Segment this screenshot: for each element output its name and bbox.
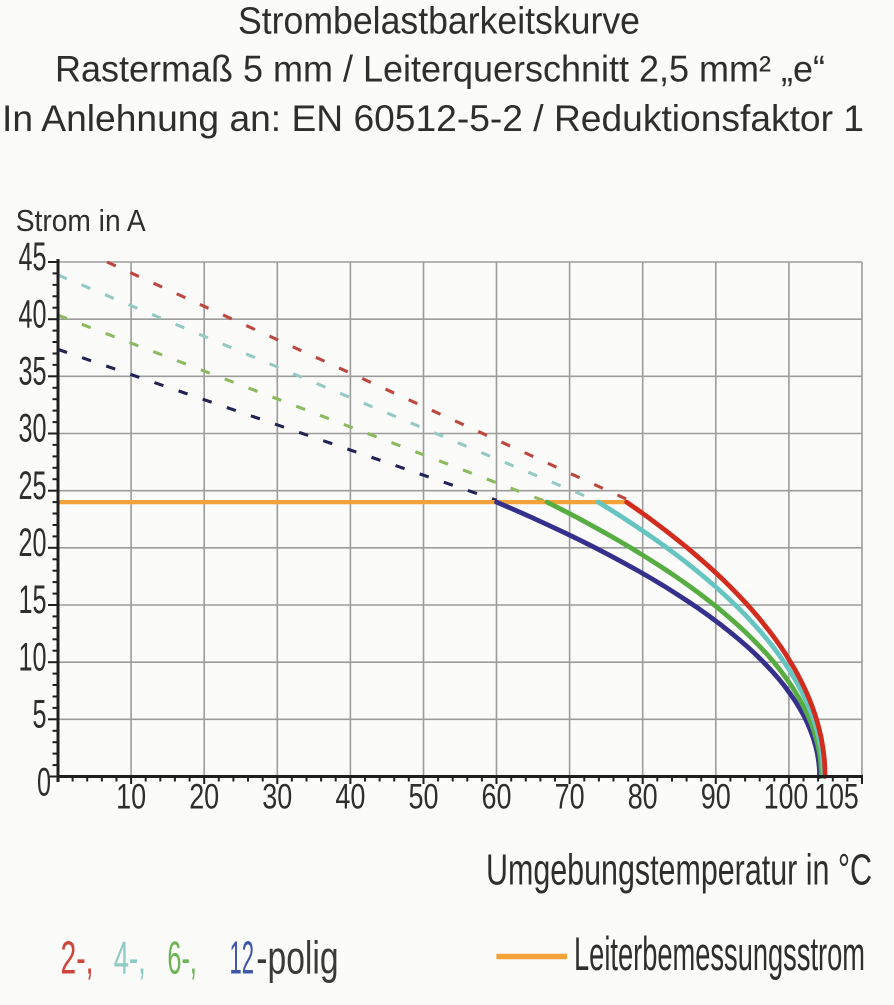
- svg-text:90: 90: [701, 777, 731, 817]
- svg-text:2-,: 2-,: [61, 932, 94, 984]
- svg-text:10: 10: [116, 777, 146, 817]
- svg-text:Leiterbemessungsstrom: Leiterbemessungsstrom: [574, 928, 865, 981]
- svg-text:4-,: 4-,: [114, 932, 146, 984]
- svg-text:Strom in A: Strom in A: [16, 203, 146, 238]
- svg-text:30: 30: [19, 407, 47, 451]
- svg-text:20: 20: [19, 521, 47, 565]
- svg-text:80: 80: [628, 777, 658, 817]
- svg-text:30: 30: [262, 777, 292, 817]
- svg-text:6-,: 6-,: [167, 932, 197, 984]
- svg-text:5: 5: [33, 693, 47, 737]
- svg-text:12: 12: [230, 932, 255, 984]
- svg-text:In Anlehnung an: EN 60512-5-2: In Anlehnung an: EN 60512-5-2 / Reduktio…: [2, 98, 864, 139]
- svg-text:Rastermaß 5 mm / Leiterquersch: Rastermaß 5 mm / Leiterquerschnitt 2,5 m…: [55, 49, 825, 90]
- svg-text:45: 45: [19, 235, 47, 279]
- svg-text:0: 0: [37, 760, 51, 804]
- svg-text:60: 60: [482, 777, 512, 817]
- svg-text:25: 25: [19, 464, 47, 508]
- svg-text:40: 40: [335, 777, 365, 817]
- svg-text:-polig: -polig: [256, 932, 338, 984]
- svg-text:50: 50: [409, 777, 439, 817]
- svg-text:40: 40: [19, 292, 47, 336]
- svg-text:Umgebungstemperatur in °C: Umgebungstemperatur in °C: [486, 846, 872, 895]
- svg-text:100: 100: [764, 777, 809, 817]
- svg-text:Strombelastbarkeitskurve: Strombelastbarkeitskurve: [238, 1, 640, 43]
- svg-text:105: 105: [814, 777, 859, 817]
- svg-text:10: 10: [19, 635, 47, 679]
- svg-text:15: 15: [19, 578, 47, 622]
- svg-text:35: 35: [19, 350, 47, 394]
- svg-text:20: 20: [189, 777, 219, 817]
- svg-text:70: 70: [555, 777, 585, 817]
